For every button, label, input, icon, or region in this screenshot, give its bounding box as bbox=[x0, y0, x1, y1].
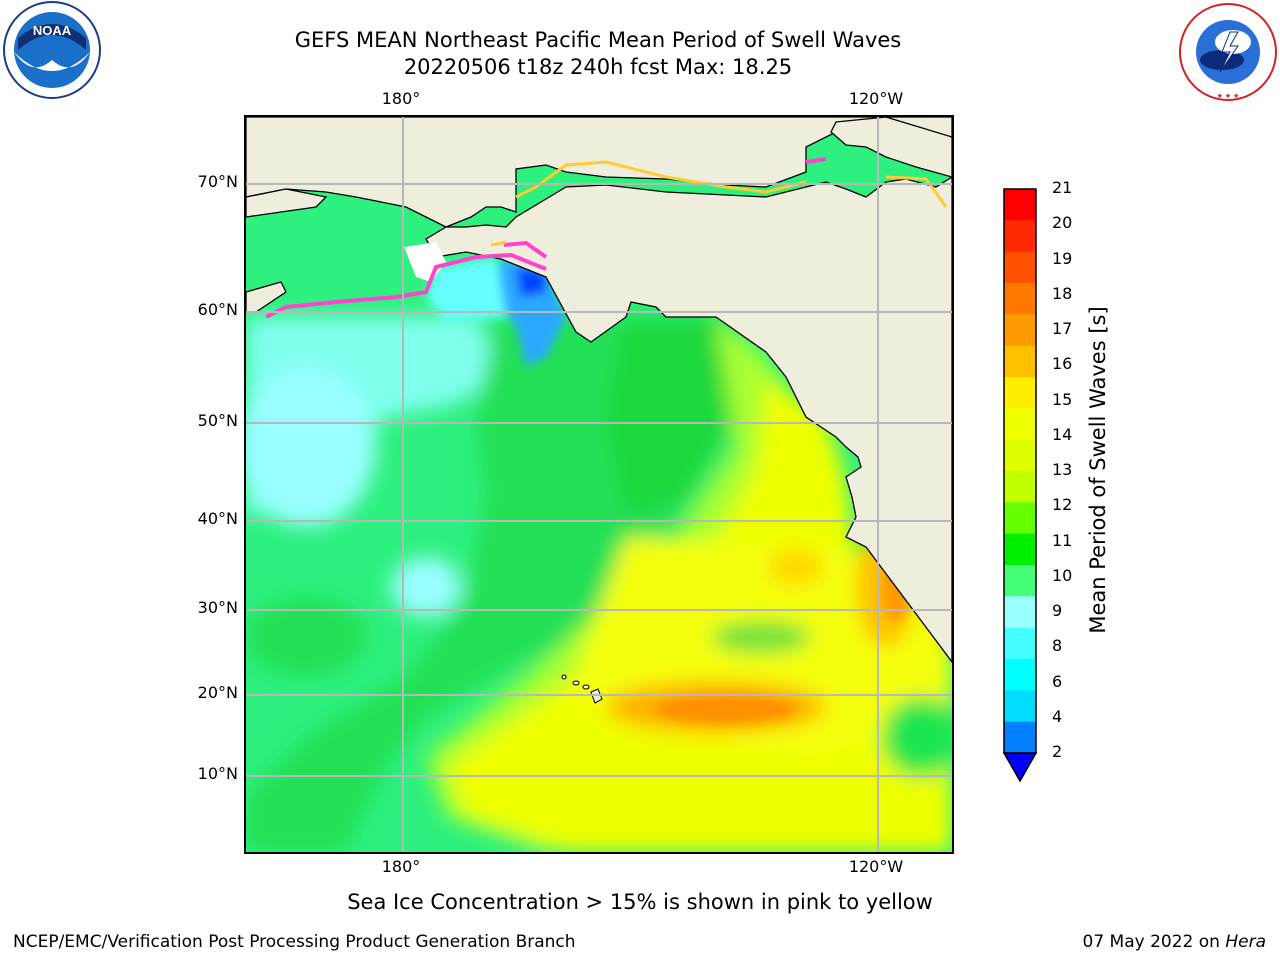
lat-label-70n: 70°N bbox=[197, 172, 238, 191]
colorbar-tick-label: 20 bbox=[1052, 213, 1073, 233]
colorbar-tick-label: 15 bbox=[1052, 389, 1073, 409]
noaa-logo: NOAA bbox=[2, 0, 102, 100]
chart-subtitle: 20220506 t18z 240h fcst Max: 18.25 bbox=[403, 55, 793, 79]
colorbar-tick-label: 6 bbox=[1052, 671, 1063, 691]
chart-title: GEFS MEAN Northeast Pacific Mean Period … bbox=[294, 28, 902, 52]
colorbar-tick-label: 8 bbox=[1052, 636, 1063, 656]
colorbar-tick-label: 16 bbox=[1052, 354, 1073, 374]
host-name: Hera bbox=[1225, 932, 1266, 952]
colorbar-extend-triangle bbox=[1002, 752, 1038, 783]
producer-credit: NCEP/EMC/Verification Post Processing Pr… bbox=[13, 932, 576, 952]
colorbar-tick-label: 19 bbox=[1052, 248, 1073, 268]
lat-label-40n: 40°N bbox=[197, 509, 238, 528]
colorbar bbox=[1002, 188, 1038, 788]
colorbar-swatch bbox=[1004, 220, 1036, 253]
colorbar-swatch bbox=[1004, 345, 1036, 378]
nws-logo: ★ ★ ★ bbox=[1178, 2, 1278, 102]
colorbar-swatch bbox=[1004, 533, 1036, 566]
colorbar-swatches bbox=[1002, 188, 1038, 783]
colorbar-tick-label: 2 bbox=[1052, 742, 1063, 761]
colorbar-tick-label: 17 bbox=[1052, 319, 1073, 338]
colorbar-tick-label: 11 bbox=[1052, 530, 1073, 550]
colorbar-swatch bbox=[1004, 690, 1036, 723]
lon-label-bottom-180: 180° bbox=[381, 857, 421, 876]
lon-label-top-180: 180° bbox=[381, 89, 421, 108]
lat-label-50n: 50°N bbox=[197, 411, 238, 430]
colorbar-swatch bbox=[1004, 565, 1036, 597]
lat-label-60n: 60°N bbox=[197, 300, 238, 319]
lat-label-20n: 20°N bbox=[197, 683, 238, 702]
sea-ice-footnote: Sea Ice Concentration > 15% is shown in … bbox=[347, 890, 933, 914]
lat-label-30n: 30°N bbox=[197, 598, 238, 617]
colorbar-swatch bbox=[1004, 377, 1036, 409]
colorbar-tick-label: 4 bbox=[1052, 706, 1063, 726]
swell-field bbox=[246, 317, 952, 852]
colorbar-label: Mean Period of Swell Waves [s] bbox=[1086, 306, 1110, 634]
colorbar-swatch bbox=[1004, 189, 1036, 221]
colorbar-tick-label: 12 bbox=[1052, 495, 1073, 515]
colorbar-swatch bbox=[1004, 596, 1036, 629]
colorbar-tick-label: 21 bbox=[1052, 178, 1073, 197]
lon-label-top-120w: 120°W bbox=[848, 89, 904, 108]
colorbar-swatch bbox=[1004, 314, 1036, 347]
generation-date: 07 May 2022 on Hera bbox=[1083, 932, 1267, 952]
colorbar-tick-label: 14 bbox=[1052, 424, 1073, 444]
colorbar-swatch bbox=[1004, 721, 1036, 754]
colorbar-swatch bbox=[1004, 627, 1036, 660]
noaa-text: NOAA bbox=[33, 23, 72, 38]
sea-ice-edge bbox=[265, 157, 827, 319]
colorbar-outline bbox=[1003, 188, 1037, 754]
graticule bbox=[246, 117, 952, 852]
colorbar-swatch bbox=[1004, 502, 1036, 535]
lat-label-10n: 10°N bbox=[197, 764, 238, 783]
land bbox=[246, 117, 952, 664]
generation-date-text: 07 May 2022 on bbox=[1082, 932, 1220, 952]
colorbar-tick-label: 10 bbox=[1052, 565, 1073, 585]
colorbar-swatch bbox=[1004, 408, 1036, 441]
swell-period-map bbox=[244, 115, 954, 854]
colorbar-tick-label: 13 bbox=[1052, 460, 1073, 479]
svg-text:★ ★ ★: ★ ★ ★ bbox=[1217, 92, 1240, 100]
colorbar-swatch bbox=[1004, 283, 1036, 315]
colorbar-swatch bbox=[1004, 251, 1036, 284]
colorbar-tick-label: 18 bbox=[1052, 283, 1073, 303]
colorbar-swatch bbox=[1004, 471, 1036, 503]
colorbar-swatch bbox=[1004, 659, 1036, 691]
colorbar-tick-label: 9 bbox=[1052, 601, 1063, 620]
lon-label-bottom-120w: 120°W bbox=[848, 857, 904, 876]
colorbar-swatch bbox=[1004, 439, 1036, 472]
